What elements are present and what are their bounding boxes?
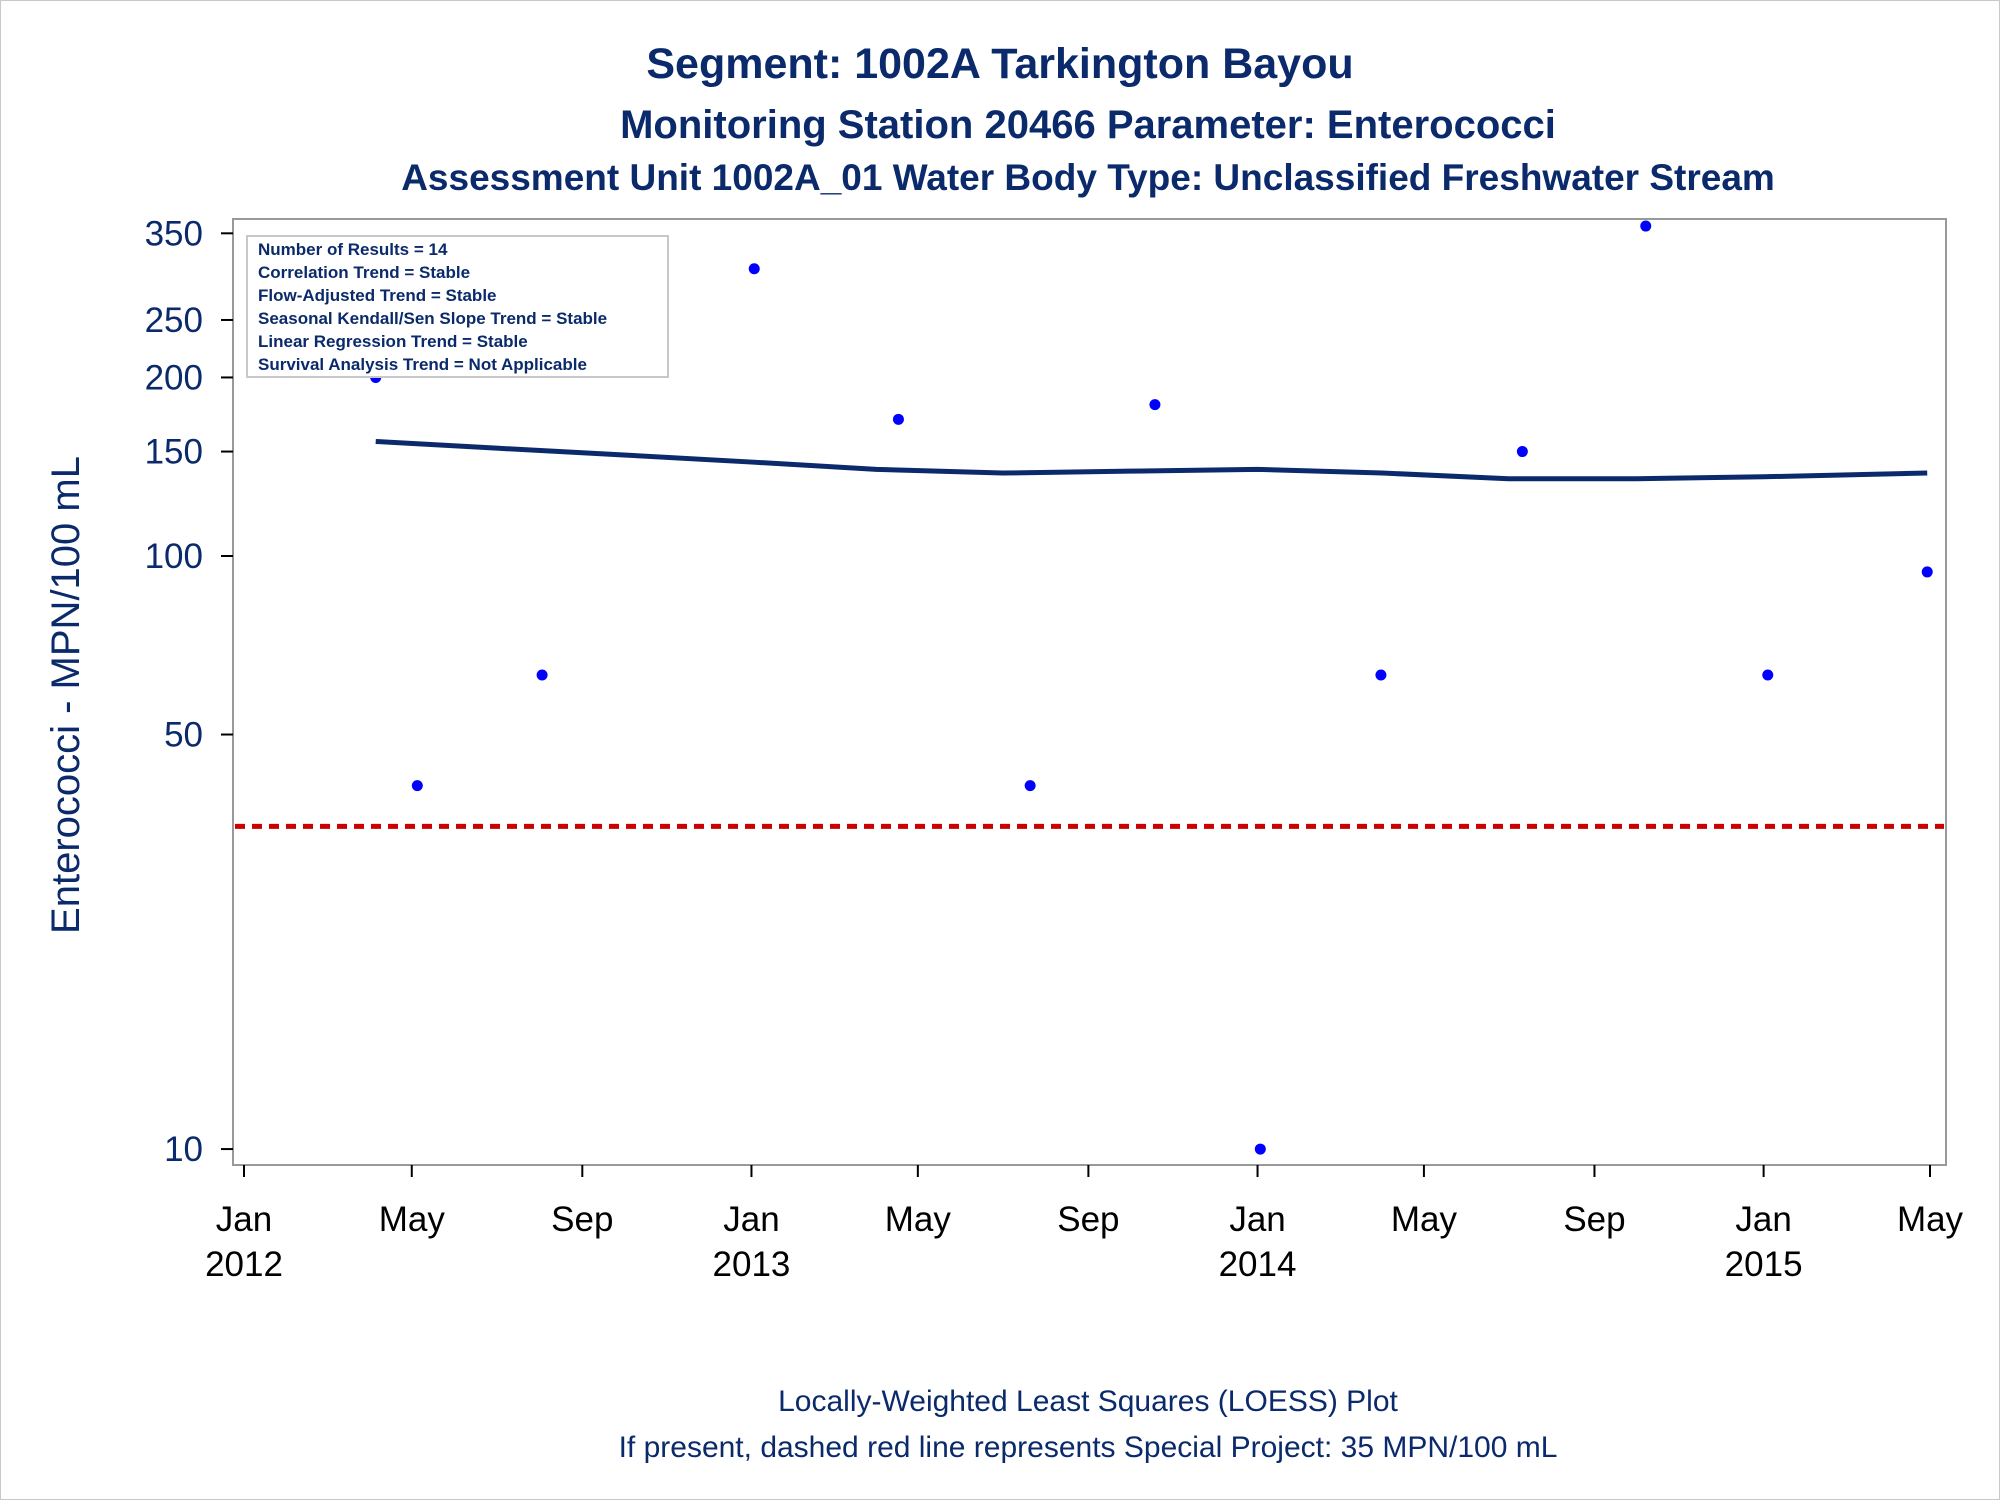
- x-tick-label: Sep: [1563, 1200, 1625, 1239]
- y-axis: 10 50 100 150 200 250 350: [145, 214, 233, 1169]
- y-tick-label: 50: [164, 716, 203, 755]
- y-tick-label: 350: [145, 214, 203, 253]
- data-point: [1640, 220, 1652, 232]
- chart-title: Segment: 1002A Tarkington Bayou: [646, 40, 1353, 88]
- x-tick-year-label: 2012: [205, 1245, 283, 1284]
- loess-line: [375, 438, 1928, 482]
- data-point: [748, 263, 760, 275]
- stats-inset: Number of Results = 14 Correlation Trend…: [246, 235, 669, 378]
- footnote-loess: Locally-Weighted Least Squares (LOESS) P…: [778, 1385, 1398, 1418]
- x-tick-year-label: 2013: [713, 1245, 791, 1284]
- x-tick-label: Sep: [551, 1200, 613, 1239]
- inset-line-survival-analysis: Survival Analysis Trend = Not Applicable: [258, 355, 587, 374]
- x-tick-label: Jan: [1229, 1200, 1285, 1239]
- y-tick-label: 10: [164, 1130, 203, 1169]
- data-point: [1921, 566, 1933, 578]
- data-point: [536, 669, 548, 681]
- y-tick-label: 100: [145, 537, 203, 576]
- inset-line-seasonal-kendall: Seasonal Kendall/Sen Slope Trend = Stabl…: [258, 309, 607, 328]
- chart-subtitle-2: Assessment Unit 1002A_01 Water Body Type…: [401, 157, 1775, 198]
- data-point: [1024, 780, 1036, 792]
- x-tick-label: Jan: [1735, 1200, 1791, 1239]
- y-axis-label: Enterococci - MPN/100 mL: [44, 456, 88, 934]
- y-tick-label: 250: [145, 301, 203, 340]
- data-point: [1762, 669, 1774, 681]
- stats-inset-box: [246, 235, 669, 378]
- x-tick-year-label: 2014: [1219, 1245, 1297, 1284]
- x-tick-year-label: 2015: [1725, 1245, 1803, 1284]
- x-tick-label: Jan: [723, 1200, 779, 1239]
- data-point: [411, 780, 423, 792]
- data-point: [1149, 399, 1161, 411]
- footnote-reference-line: If present, dashed red line represents S…: [619, 1431, 1558, 1464]
- data-point: [1375, 669, 1387, 681]
- chart-subtitle: Monitoring Station 20466 Parameter: Ente…: [620, 103, 1556, 147]
- plot-area-frame: [232, 218, 1947, 1166]
- x-tick-label: Sep: [1057, 1200, 1119, 1239]
- x-tick-label: May: [1391, 1200, 1458, 1239]
- data-point: [1254, 1143, 1266, 1155]
- x-axis: Jan 2012 May Sep Jan 2013 May Sep Jan 2014 May Sep J…: [205, 1165, 1964, 1284]
- x-tick-label: May: [885, 1200, 952, 1239]
- y-tick-label: 200: [145, 358, 203, 397]
- data-point: [892, 413, 904, 425]
- inset-line-results: Number of Results = 14: [258, 240, 448, 259]
- inset-line-linear-regression: Linear Regression Trend = Stable: [258, 332, 528, 351]
- inset-line-flow-adjusted: Flow-Adjusted Trend = Stable: [258, 286, 497, 305]
- x-tick-label: Jan: [216, 1200, 272, 1239]
- y-tick-label: 150: [145, 433, 203, 472]
- x-tick-label: May: [379, 1200, 446, 1239]
- data-point: [1516, 446, 1528, 458]
- inset-line-correlation: Correlation Trend = Stable: [258, 263, 470, 282]
- x-tick-label: May: [1897, 1200, 1964, 1239]
